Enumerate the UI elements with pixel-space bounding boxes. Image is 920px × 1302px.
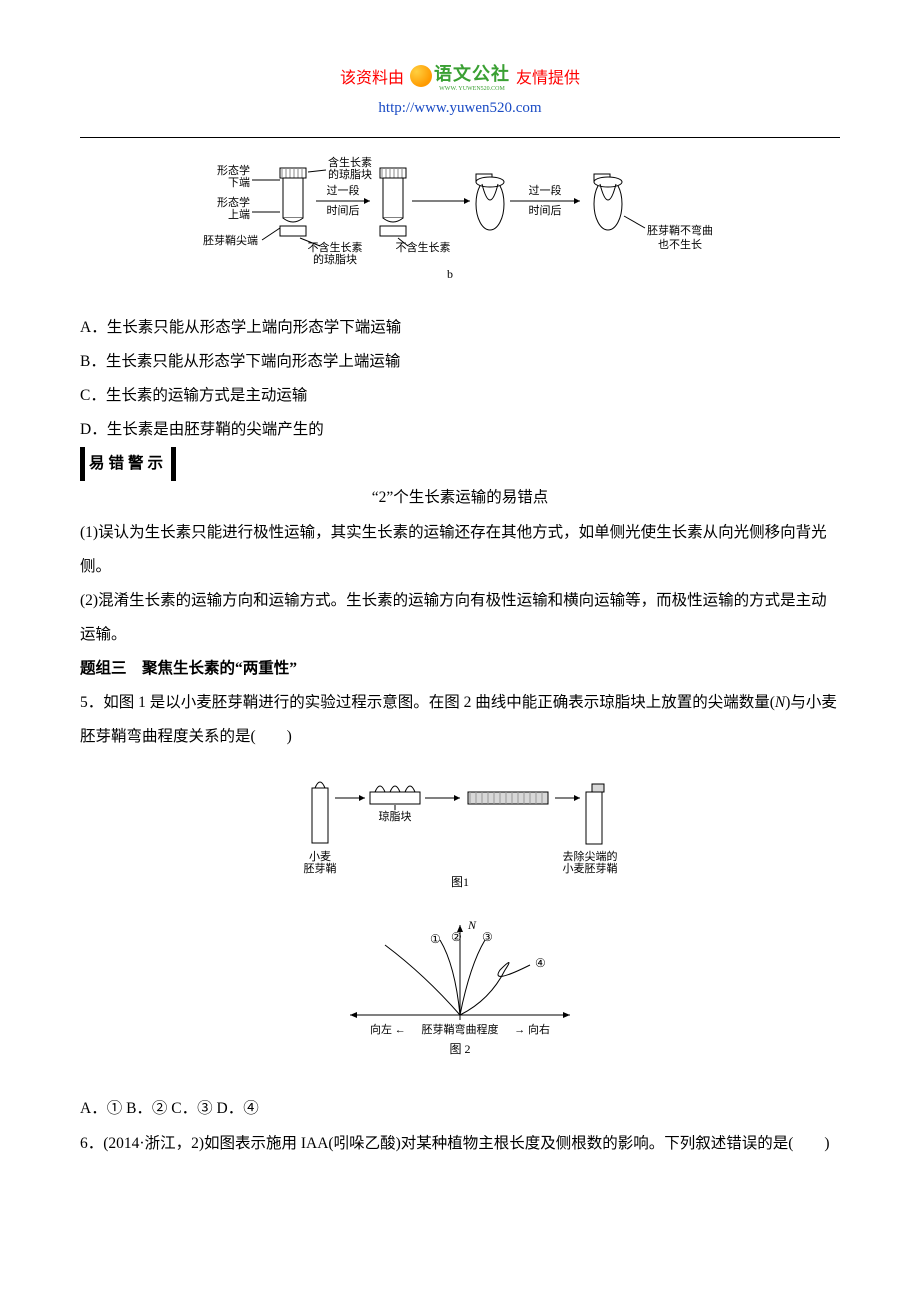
label-time2b: 时间后 (529, 204, 562, 217)
error-warning-p1: (1)误认为生长素只能进行极性运输，其实生长素的运输还存在其他方式，如单侧光使生… (80, 516, 840, 584)
logo-text-wrap: 语文公社 WWW. YUWEN520.COM (434, 60, 510, 92)
content-body: A．生长素只能从形态学上端向形态学下端运输 B．生长素只能从形态学下端向形态学上… (80, 311, 840, 1161)
label-morph-lower2: 下端 (228, 176, 250, 189)
fig1-removed2: 小麦胚芽鞘 (563, 861, 618, 875)
logo-text: 语文公社 (434, 64, 510, 84)
header-line: 该资料由 语文公社 WWW. YUWEN520.COM 友情提供 (340, 60, 580, 92)
diagram-b-svg: 形态学 下端 形态学 上端 胚芽鞘尖端 含生长素 的琼脂块 (180, 156, 740, 286)
divider-line (80, 137, 840, 138)
page-header: 该资料由 语文公社 WWW. YUWEN520.COM 友情提供 (80, 60, 840, 92)
label-no-block1a: 不含生长素 (308, 240, 363, 254)
figure-1-svg: 小麦 胚芽鞘 琼脂块 (280, 768, 640, 888)
diagram-b: 形态学 下端 形态学 上端 胚芽鞘尖端 含生长素 的琼脂块 (80, 156, 840, 291)
option-b: B．生长素只能从形态学下端向形态学上端运输 (80, 345, 840, 379)
figure-1: 小麦 胚芽鞘 琼脂块 (80, 768, 840, 901)
q6-stem: 6．(2014·浙江，2)如图表示施用 IAA(吲哚乙酸)对某种植物主根长度及侧… (80, 1127, 840, 1161)
fig2-label4: ④ (535, 956, 546, 970)
page: 该资料由 语文公社 WWW. YUWEN520.COM 友情提供 http://… (0, 0, 920, 1201)
label-morph-upper: 形态学 (217, 195, 250, 209)
fig1-wheat2: 胚芽鞘 (304, 861, 337, 875)
fig2-ylabel: N (467, 918, 477, 932)
q5-stem: 5．如图 1 是以小麦胚芽鞘进行的实验过程示意图。在图 2 曲线中能正确表示琼脂… (80, 686, 840, 754)
fig1-agar: 琼脂块 (379, 809, 412, 823)
topic3-heading: 题组三 聚焦生长素的“两重性” (80, 652, 840, 686)
fig1-removed1: 去除尖端的 (563, 849, 618, 863)
q5-stem-a: 5．如图 1 是以小麦胚芽鞘进行的实验过程示意图。在图 2 曲线中能正确表示琼脂… (80, 694, 775, 711)
fig2-left: 向左 ← (370, 1022, 406, 1036)
header-suffix: 友情提供 (516, 64, 580, 88)
label-time1b: 时间后 (327, 204, 360, 217)
error-warning-bar-text: 易错警示 (80, 447, 176, 481)
figure-2-svg: N ① ② ③ ④ 向左 ← 胚芽鞘弯曲程度 → 向右 图 2 (330, 915, 590, 1065)
fig2-label2: ② (451, 930, 462, 944)
figure-2: N ① ② ③ ④ 向左 ← 胚芽鞘弯曲程度 → 向右 图 2 (80, 915, 840, 1078)
fig1-wheat1: 小麦 (309, 850, 331, 863)
label-result2: 也不生长 (658, 237, 702, 251)
header-prefix: 该资料由 (340, 64, 404, 88)
q5-options: A．① B．② C．③ D．④ (80, 1092, 840, 1126)
fig2-caption: 图 2 (449, 1042, 470, 1056)
logo-subtext: WWW. YUWEN520.COM (434, 86, 510, 92)
option-c: C．生长素的运输方式是主动运输 (80, 379, 840, 413)
option-a: A．生长素只能从形态学上端向形态学下端运输 (80, 311, 840, 345)
fig2-right: → 向右 (514, 1022, 550, 1036)
fig2-label1: ① (430, 932, 441, 946)
label-result1: 胚芽鞘不弯曲 (647, 223, 713, 237)
label-top-block2: 的琼脂块 (328, 167, 372, 181)
label-tip: 胚芽鞘尖端 (203, 233, 258, 247)
error-warning-p2: (2)混淆生长素的运输方向和运输方式。生长素的运输方向有极性运输和横向运输等，而… (80, 584, 840, 652)
label-time1a: 过一段 (327, 183, 360, 197)
diagram-b-caption: b (447, 267, 453, 281)
label-no-block1b: 的琼脂块 (313, 252, 357, 266)
label-time2a: 过一段 (529, 183, 562, 197)
label-top-block: 含生长素 (328, 156, 372, 169)
label-morph-lower: 形态学 (217, 163, 250, 177)
fig2-mid: 胚芽鞘弯曲程度 (422, 1022, 499, 1036)
option-d: D．生长素是由胚芽鞘的尖端产生的 (80, 413, 840, 447)
label-morph-upper2: 上端 (228, 208, 250, 221)
q5-stem-var: N (775, 694, 785, 711)
error-warning-title: “2”个生长素运输的易错点 (80, 481, 840, 515)
header-url: http://www.yuwen520.com (80, 100, 840, 117)
fig2-label3: ③ (482, 930, 493, 944)
logo: 语文公社 WWW. YUWEN520.COM (410, 60, 510, 92)
fig1-caption: 图1 (451, 875, 469, 888)
logo-swirl-icon (410, 65, 432, 87)
error-warning-bar: 易错警示 (80, 447, 840, 481)
